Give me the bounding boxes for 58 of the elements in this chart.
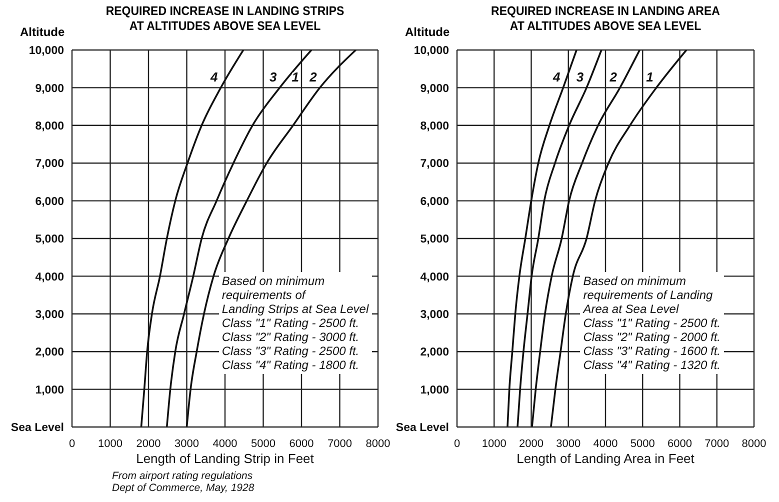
- series-label: 4: [552, 70, 561, 85]
- y-tick-label: 7,000: [35, 158, 64, 170]
- x-tick-label: 6000: [289, 438, 314, 450]
- x-tick-label: 0: [68, 438, 76, 450]
- series-label: 2: [608, 70, 618, 85]
- text: From airport rating regulations Dept of Commerce, May, 1928: [112, 470, 254, 494]
- series-label: 3: [576, 70, 584, 85]
- y-tick-label: 5,000: [35, 234, 64, 246]
- y-tick-label: 9,000: [420, 82, 449, 95]
- y-tick-label: 4,000: [420, 271, 449, 284]
- y-axis-title: Altitude: [20, 25, 65, 39]
- x-axis-title: Length of Landing Area in Feet: [516, 451, 695, 466]
- x-tick-label: 7000: [328, 438, 352, 450]
- line-series: [506, 50, 578, 427]
- x-tick-label: 4000: [212, 438, 238, 450]
- series-label: 1: [646, 70, 654, 85]
- x-tick-label: 3000: [174, 438, 199, 450]
- annotation: 1: [292, 70, 299, 85]
- y-tick-label: 7,000: [420, 158, 449, 170]
- series-label: 3: [269, 70, 278, 85]
- y-tick-label: 4,000: [35, 271, 64, 284]
- x-tick-label: 2000: [519, 438, 544, 450]
- y-tick-label: 1,000: [420, 384, 449, 396]
- x-tick-label: 6000: [668, 438, 692, 450]
- y-tick-label: 3,000: [420, 308, 449, 321]
- x-tick-label: 5000: [630, 438, 655, 450]
- y-tick-label: 5,000: [420, 234, 449, 246]
- series-label: 2: [308, 70, 318, 85]
- y-tick-label: 6,000: [35, 196, 64, 208]
- annotation: Based on minimum requirements of Landing Area at Sea Level Class "1" Rating - 2500 ft. Class "2" Rating - 2000 ft. Class "3" Rating - 1600 ft. Class "4" Rating - 1320 ft.: [580, 272, 724, 374]
- x-tick-label: 0: [454, 438, 460, 450]
- x-tick-label: 1000: [482, 438, 506, 450]
- chart-title: REQUIRED INCREASE IN LANDING STRIPS AT ALTITUDES ABOVE SEA LEVEL: [104, 4, 346, 34]
- y-tick-label: 2,000: [420, 346, 449, 359]
- x-tick-label: 8000: [366, 438, 390, 450]
- y-tick-label: Sea Level: [396, 422, 449, 434]
- y-tick-label: 8,000: [35, 120, 64, 132]
- chart-title: REQUIRED INCREASE IN LANDING AREA AT ALTITUDES ABOVE SEA LEVEL: [490, 4, 721, 34]
- x-tick-label: 3000: [556, 438, 581, 450]
- x-tick-label: 1000: [98, 438, 122, 450]
- annotation: Based on minimum requirements of Landing Strips at Sea Level Class "1" Rating - 2500 ft. Class "2" Rating - 3000 ft. Class "3" Rating - 2500 ft. Class "4" Rating - 1800 ft.: [218, 272, 372, 374]
- y-tick-label: 8,000: [420, 120, 449, 132]
- y-tick-label: 10,000: [414, 45, 449, 58]
- y-axis-title: Altitude: [405, 25, 450, 39]
- x-tick-label: 7000: [704, 438, 730, 450]
- x-axis-title: Length of Landing Strip in Feet: [136, 451, 314, 466]
- x-tick-label: 5000: [251, 438, 276, 450]
- y-tick-label: 3,000: [35, 308, 64, 321]
- y-tick-label: 9,000: [35, 82, 64, 95]
- y-tick-label: 6,000: [420, 196, 449, 208]
- y-tick-label: 2,000: [35, 346, 64, 359]
- x-tick-label: 2000: [136, 438, 161, 450]
- x-tick-label: 8000: [742, 438, 766, 450]
- y-tick-label: 10,000: [28, 45, 64, 58]
- series-label: 4: [210, 70, 219, 85]
- y-tick-label: 1,000: [35, 384, 64, 396]
- y-tick-label: Sea Level: [10, 422, 64, 434]
- x-tick-label: 4000: [593, 438, 618, 450]
